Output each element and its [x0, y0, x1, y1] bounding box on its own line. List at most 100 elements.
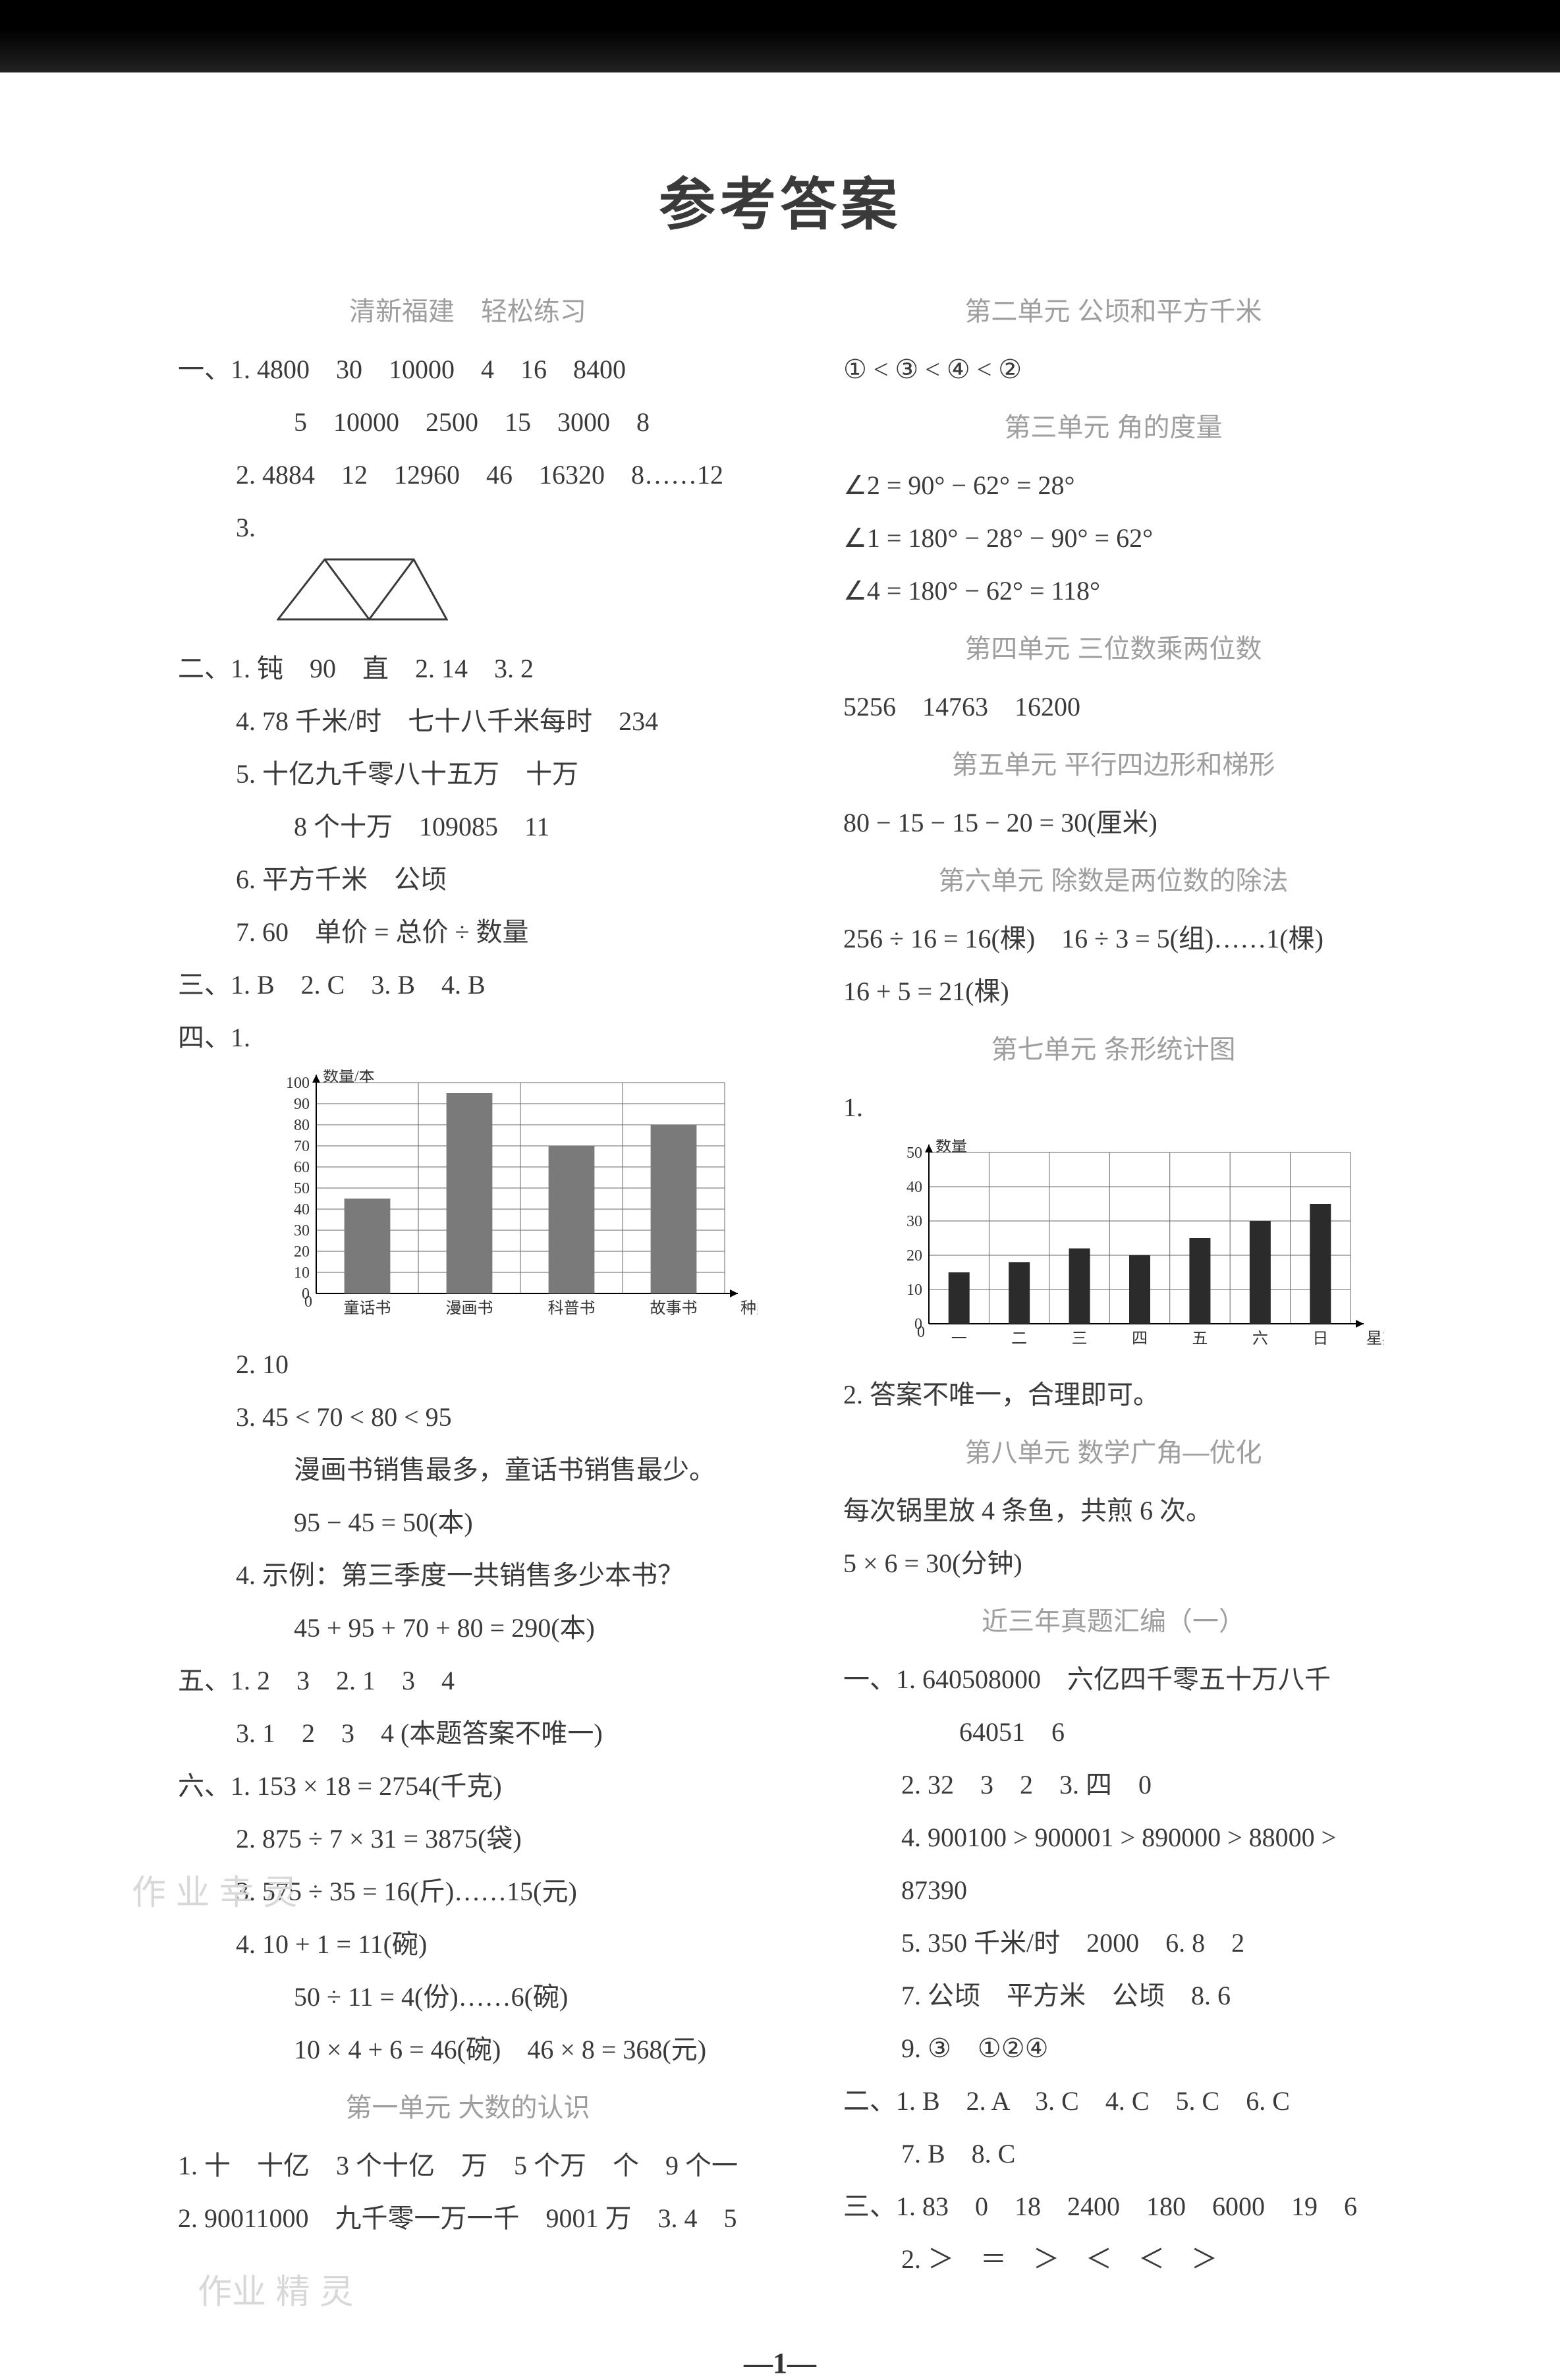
svg-text:10: 10 — [294, 1264, 310, 1282]
text-line: 作 业 幸 灵 3. 575 ÷ 35 = 16(斤)……15(元) — [178, 1865, 758, 1918]
svg-text:30: 30 — [906, 1213, 922, 1230]
svg-text:五: 五 — [1192, 1330, 1208, 1347]
text-line: 漫画书销售最多，童话书销售最少。 — [178, 1444, 758, 1496]
svg-text:故事书: 故事书 — [650, 1299, 698, 1317]
text-line: 六、1. 153 × 18 = 2754(千克) — [178, 1760, 758, 1813]
text-line: 80 − 15 − 15 − 20 = 30(厘米) — [843, 797, 1383, 849]
svg-text:日: 日 — [1312, 1330, 1328, 1347]
unit-heading: 第三单元 角的度量 — [843, 401, 1383, 454]
svg-text:60: 60 — [294, 1159, 310, 1176]
text-line: 5. 十亿九千零八十五万 十万 — [178, 748, 758, 801]
text-line: ① < ③ < ④ < ② — [843, 343, 1383, 396]
text-line: 2. 10 — [178, 1338, 758, 1391]
svg-text:数量/本: 数量/本 — [323, 1069, 375, 1085]
svg-text:80: 80 — [294, 1117, 310, 1134]
text-line: 四、1. — [178, 1011, 758, 1064]
text-line: 7. 60 单价 = 总价 ÷ 数量 — [178, 906, 758, 959]
right-column: 第二单元 公顷和平方千米 ① < ③ < ④ < ② 第三单元 角的度量 ∠2 … — [823, 280, 1383, 2327]
text-line: 5 × 6 = 30(分钟) — [843, 1537, 1383, 1590]
svg-text:童话书: 童话书 — [344, 1299, 391, 1317]
text-line: 9. ③ ①②④ — [843, 2022, 1383, 2075]
text-line: 256 ÷ 16 = 16(棵) 16 ÷ 3 = 5(组)……1(棵) — [843, 913, 1383, 965]
page-title: 参考答案 — [0, 158, 1560, 241]
text-line: 3. 45 < 70 < 80 < 95 — [178, 1391, 758, 1444]
bar-chart-books: 0102030405060708090100童话书漫画书科普书故事书数量/本种类… — [270, 1069, 758, 1333]
text-line: 64051 6 — [843, 1706, 1383, 1759]
top-black-edge — [0, 0, 1560, 72]
svg-text:70: 70 — [294, 1138, 310, 1155]
unit-heading: 第六单元 除数是两位数的除法 — [843, 855, 1383, 907]
svg-text:50: 50 — [906, 1145, 922, 1162]
two-column-layout: 清新福建 轻松练习 一、1. 4800 30 10000 4 16 8400 5… — [0, 280, 1560, 2327]
text-line: ∠1 = 180° − 28° − 90° = 62° — [843, 512, 1383, 565]
svg-text:数量: 数量 — [935, 1139, 967, 1155]
trapezoid-svg — [277, 558, 448, 621]
text-line: 2. 32 3 2 3. 四 0 — [843, 1759, 1383, 1811]
svg-text:四: 四 — [1132, 1330, 1148, 1347]
text-line: 二、1. B 2. A 3. C 4. C 5. C 6. C — [843, 2075, 1383, 2128]
bar-chart-week: 01020304050一二三四五六日数量星期0 — [883, 1139, 1383, 1363]
svg-text:30: 30 — [294, 1222, 310, 1239]
bar-chart-week-svg: 01020304050一二三四五六日数量星期0 — [883, 1139, 1383, 1363]
sub-heading-left: 清新福建 轻松练习 — [178, 285, 758, 338]
text-line: 二、1. 钝 90 直 2. 14 3. 2 — [178, 642, 758, 695]
text-line: 5. 350 千米/时 2000 6. 8 2 — [843, 1917, 1383, 1969]
compile-heading: 近三年真题汇编（一） — [843, 1595, 1383, 1648]
text-line: 5256 14763 16200 — [843, 681, 1383, 733]
svg-text:0: 0 — [917, 1324, 925, 1341]
text-line: 10 × 4 + 6 = 46(碗) 46 × 8 = 368(元) — [178, 2024, 758, 2076]
text-line: 16 + 5 = 21(棵) — [843, 965, 1383, 1018]
unit-heading: 第八单元 数学广角—优化 — [843, 1427, 1383, 1479]
text-line: 一、1. 640508000 六亿四千零五十万八千 — [843, 1653, 1383, 1706]
text-line: ∠2 = 90° − 62° = 28° — [843, 459, 1383, 512]
text-line: 一、1. 4800 30 10000 4 16 8400 — [178, 343, 758, 396]
watermark-text: 作 业 幸 灵 — [132, 1859, 297, 1927]
text-line: 6. 平方千米 公顷 — [178, 853, 758, 906]
svg-text:20: 20 — [294, 1243, 310, 1261]
unit-heading: 第二单元 公顷和平方千米 — [843, 285, 1383, 338]
text-line: 每次锅里放 4 条鱼，共煎 6 次。 — [843, 1485, 1383, 1537]
text-line: 2. 答案不唯一，合理即可。 — [843, 1369, 1383, 1421]
svg-text:种类: 种类 — [740, 1299, 758, 1317]
text-line: 50 ÷ 11 = 4(份)……6(碗) — [178, 1971, 758, 2024]
svg-text:50: 50 — [294, 1180, 310, 1197]
text-line: 8 个十万 109085 11 — [178, 801, 758, 853]
text-line: 3. — [178, 501, 758, 554]
text-line: ∠4 = 180° − 62° = 118° — [843, 565, 1383, 617]
svg-text:科普书: 科普书 — [548, 1299, 596, 1317]
svg-text:二: 二 — [1011, 1330, 1027, 1347]
watermark-text: 作业 精 灵 — [198, 2258, 758, 2327]
unit-heading: 第五单元 平行四边形和梯形 — [843, 739, 1383, 791]
text-line: 95 − 45 = 50(本) — [178, 1496, 758, 1549]
svg-text:六: 六 — [1252, 1330, 1268, 1347]
svg-text:一: 一 — [951, 1330, 967, 1347]
text-line: 7. 公顷 平方米 公顷 8. 6 — [843, 1969, 1383, 2022]
text-line: 4. 78 千米/时 七十八千米每时 234 — [178, 695, 758, 748]
text-line: 5 10000 2500 15 3000 8 — [178, 396, 758, 449]
text-line: 1. — [843, 1081, 1383, 1134]
page-number: —1— — [0, 2346, 1560, 2380]
bar-chart-books-svg: 0102030405060708090100童话书漫画书科普书故事书数量/本种类… — [270, 1069, 758, 1333]
svg-text:100: 100 — [286, 1075, 310, 1092]
unit-heading: 第七单元 条形统计图 — [843, 1023, 1383, 1076]
unit-heading: 第四单元 三位数乘两位数 — [843, 623, 1383, 675]
text-line: 2. ＞ ＝ ＞ ＜ ＜ ＞ — [843, 2233, 1383, 2286]
text-line: 2. 90011000 九千零一万一千 9001 万 3. 4 5 — [178, 2192, 758, 2245]
unit-heading: 第一单元 大数的认识 — [178, 2082, 758, 2134]
text-line: 五、1. 2 3 2. 1 3 4 — [178, 1655, 758, 1707]
svg-text:星期: 星期 — [1366, 1330, 1383, 1347]
text-line: 三、1. B 2. C 3. B 4. B — [178, 959, 758, 1011]
text-line: 3. 1 2 3 4 (本题答案不唯一) — [178, 1707, 758, 1760]
svg-text:40: 40 — [294, 1201, 310, 1218]
text-line: 4. 900100 > 900001 > 890000 > 88000 > 87… — [843, 1811, 1383, 1917]
trapezoid-figure — [277, 558, 758, 638]
svg-text:90: 90 — [294, 1096, 310, 1113]
svg-text:漫画书: 漫画书 — [446, 1299, 493, 1317]
text-line: 三、1. 83 0 18 2400 180 6000 19 6 — [843, 2180, 1383, 2233]
svg-text:40: 40 — [906, 1179, 922, 1196]
svg-text:三: 三 — [1072, 1330, 1088, 1347]
text-line: 4. 示例：第三季度一共销售多少本书？ — [178, 1549, 758, 1602]
page-root: 参考答案 清新福建 轻松练习 一、1. 4800 30 10000 4 16 8… — [0, 0, 1560, 2179]
text-line: 1. 十 十亿 3 个十亿 万 5 个万 个 9 个一 — [178, 2139, 758, 2192]
left-column: 清新福建 轻松练习 一、1. 4800 30 10000 4 16 8400 5… — [178, 280, 771, 2327]
